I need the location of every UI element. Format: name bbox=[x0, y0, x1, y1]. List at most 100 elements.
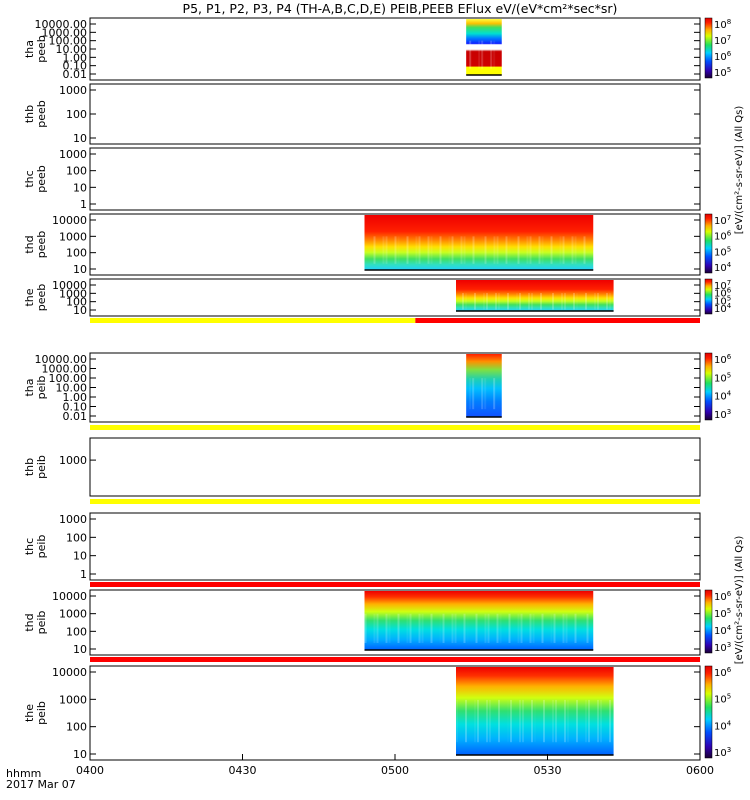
spectrogram-texture bbox=[519, 292, 521, 310]
panel-frame bbox=[89, 352, 701, 423]
ytick-label: 1000 bbox=[59, 608, 87, 621]
spectrogram-texture bbox=[597, 292, 599, 310]
panel-frame bbox=[89, 278, 701, 317]
spectrogram-texture bbox=[562, 236, 565, 264]
spectrogram-texture bbox=[532, 613, 535, 643]
colorbar-tick-label: 104 bbox=[714, 261, 732, 274]
xtick-label: 0400 bbox=[76, 764, 104, 777]
spectrogram-texture bbox=[467, 614, 469, 643]
spectrogram-texture bbox=[486, 292, 488, 310]
spectrogram-texture bbox=[565, 613, 568, 643]
spectrogram-texture bbox=[516, 292, 518, 310]
spectrogram-texture bbox=[490, 40, 493, 69]
colorbar-tick-label: 103 bbox=[714, 746, 731, 759]
spectrogram-texture bbox=[562, 613, 565, 643]
colorbar-tick-label: 106 bbox=[714, 287, 732, 300]
colorbar-tick-label: 106 bbox=[714, 50, 732, 63]
spectrogram-texture bbox=[531, 699, 533, 743]
spectrogram-texture bbox=[519, 699, 521, 743]
spectrogram-texture bbox=[541, 236, 544, 264]
spectrogram-texture bbox=[451, 236, 454, 264]
spectrogram-texture bbox=[373, 236, 376, 264]
panel-ylabel: thepeeb bbox=[23, 284, 48, 312]
spectrogram-texture bbox=[561, 292, 563, 310]
ytick-label: 10 bbox=[73, 643, 87, 656]
ytick-label: 0.10 bbox=[63, 401, 88, 414]
ytick-label: 10 bbox=[73, 304, 87, 317]
panel-frame bbox=[89, 437, 701, 497]
ytick-label: 10 bbox=[73, 181, 87, 194]
ytick-label: 10 bbox=[73, 263, 87, 276]
spectrogram-texture bbox=[594, 292, 596, 310]
spectrogram-texture bbox=[406, 236, 409, 264]
spectrogram-texture bbox=[439, 236, 442, 264]
colorbar-units-label: [eV/(cm²-s-sr-eV)] (All Qs) bbox=[734, 536, 745, 665]
spectrogram-texture bbox=[576, 293, 578, 310]
spectrogram-texture bbox=[496, 613, 499, 643]
spectrogram-texture bbox=[454, 613, 457, 643]
colorbar-tick-label: 106 bbox=[714, 590, 732, 603]
panel-tha-peib bbox=[466, 354, 502, 418]
spectrogram-region bbox=[364, 215, 594, 270]
spectrogram-texture bbox=[371, 236, 373, 263]
spectrogram-region bbox=[466, 354, 502, 417]
spectrogram-texture bbox=[583, 236, 586, 264]
spectrogram-texture bbox=[474, 699, 476, 743]
spectrogram-texture bbox=[609, 699, 611, 743]
spectrogram-texture bbox=[541, 613, 544, 643]
spectrogram-texture bbox=[365, 236, 367, 263]
spectrogram-texture bbox=[564, 292, 566, 310]
mode-bar-segment bbox=[90, 499, 700, 504]
spectrogram-texture bbox=[481, 40, 484, 69]
mode-bar-segment bbox=[90, 582, 700, 587]
spectrogram-texture bbox=[456, 699, 458, 743]
ytick-label: 100 bbox=[66, 721, 87, 734]
colorbar bbox=[704, 278, 713, 315]
spectrogram-texture bbox=[571, 236, 574, 264]
ytick-label: 10000 bbox=[52, 666, 87, 679]
panel-the-peeb bbox=[456, 280, 614, 312]
colorbar-tick-label: 105 bbox=[714, 294, 731, 307]
spectrogram-texture bbox=[573, 292, 575, 310]
spectrogram-texture bbox=[540, 292, 542, 310]
panel-frame bbox=[89, 589, 701, 656]
spectrogram-texture bbox=[528, 292, 530, 310]
spectrogram-texture bbox=[609, 292, 611, 310]
colorbar-units-label: [eV/(cm²-s-sr-eV)] (All Qs) bbox=[734, 106, 745, 235]
ytick-label: 10.00 bbox=[56, 43, 88, 56]
ytick-label: 100 bbox=[66, 625, 87, 638]
spectrogram-texture bbox=[462, 292, 464, 310]
spectrogram-texture bbox=[493, 236, 496, 264]
spectrogram-texture bbox=[409, 613, 412, 643]
mode-bar-segment bbox=[90, 657, 700, 662]
spectrogram-texture bbox=[482, 236, 484, 263]
panel-ylabel: thapeeb bbox=[23, 35, 48, 63]
spectrogram-texture bbox=[578, 614, 580, 643]
panel-thd-peeb bbox=[364, 215, 594, 271]
spectrogram-texture bbox=[406, 613, 409, 643]
spectrogram-texture bbox=[498, 699, 500, 743]
ytick-label: 1000 bbox=[59, 230, 87, 243]
spectrogram-texture bbox=[600, 699, 602, 743]
panel-ylabel: thbpeeb bbox=[23, 100, 48, 128]
spectrogram-texture bbox=[472, 378, 475, 410]
spectrogram-texture bbox=[421, 613, 424, 643]
ytick-label: 10000.00 bbox=[35, 18, 88, 31]
colorbar bbox=[704, 213, 713, 274]
ytick-label: 10000 bbox=[52, 590, 87, 603]
spectrogram-texture bbox=[440, 614, 442, 643]
colorbar-tick-label: 104 bbox=[714, 390, 732, 403]
spectrogram-texture bbox=[567, 699, 569, 743]
ytick-label: 0.01 bbox=[63, 410, 88, 423]
ytick-label: 1000 bbox=[59, 693, 87, 706]
spectrogram-texture bbox=[493, 378, 496, 410]
spectrogram-texture bbox=[460, 236, 463, 264]
spectrogram-texture bbox=[522, 699, 524, 743]
ytick-label: 100 bbox=[66, 247, 87, 260]
colorbar-tick-label: 106 bbox=[714, 230, 732, 243]
spectrogram-texture bbox=[526, 236, 529, 264]
spectrogram-texture bbox=[507, 700, 509, 742]
ytick-label: 10.00 bbox=[56, 382, 88, 395]
spectrogram-texture bbox=[588, 699, 590, 743]
